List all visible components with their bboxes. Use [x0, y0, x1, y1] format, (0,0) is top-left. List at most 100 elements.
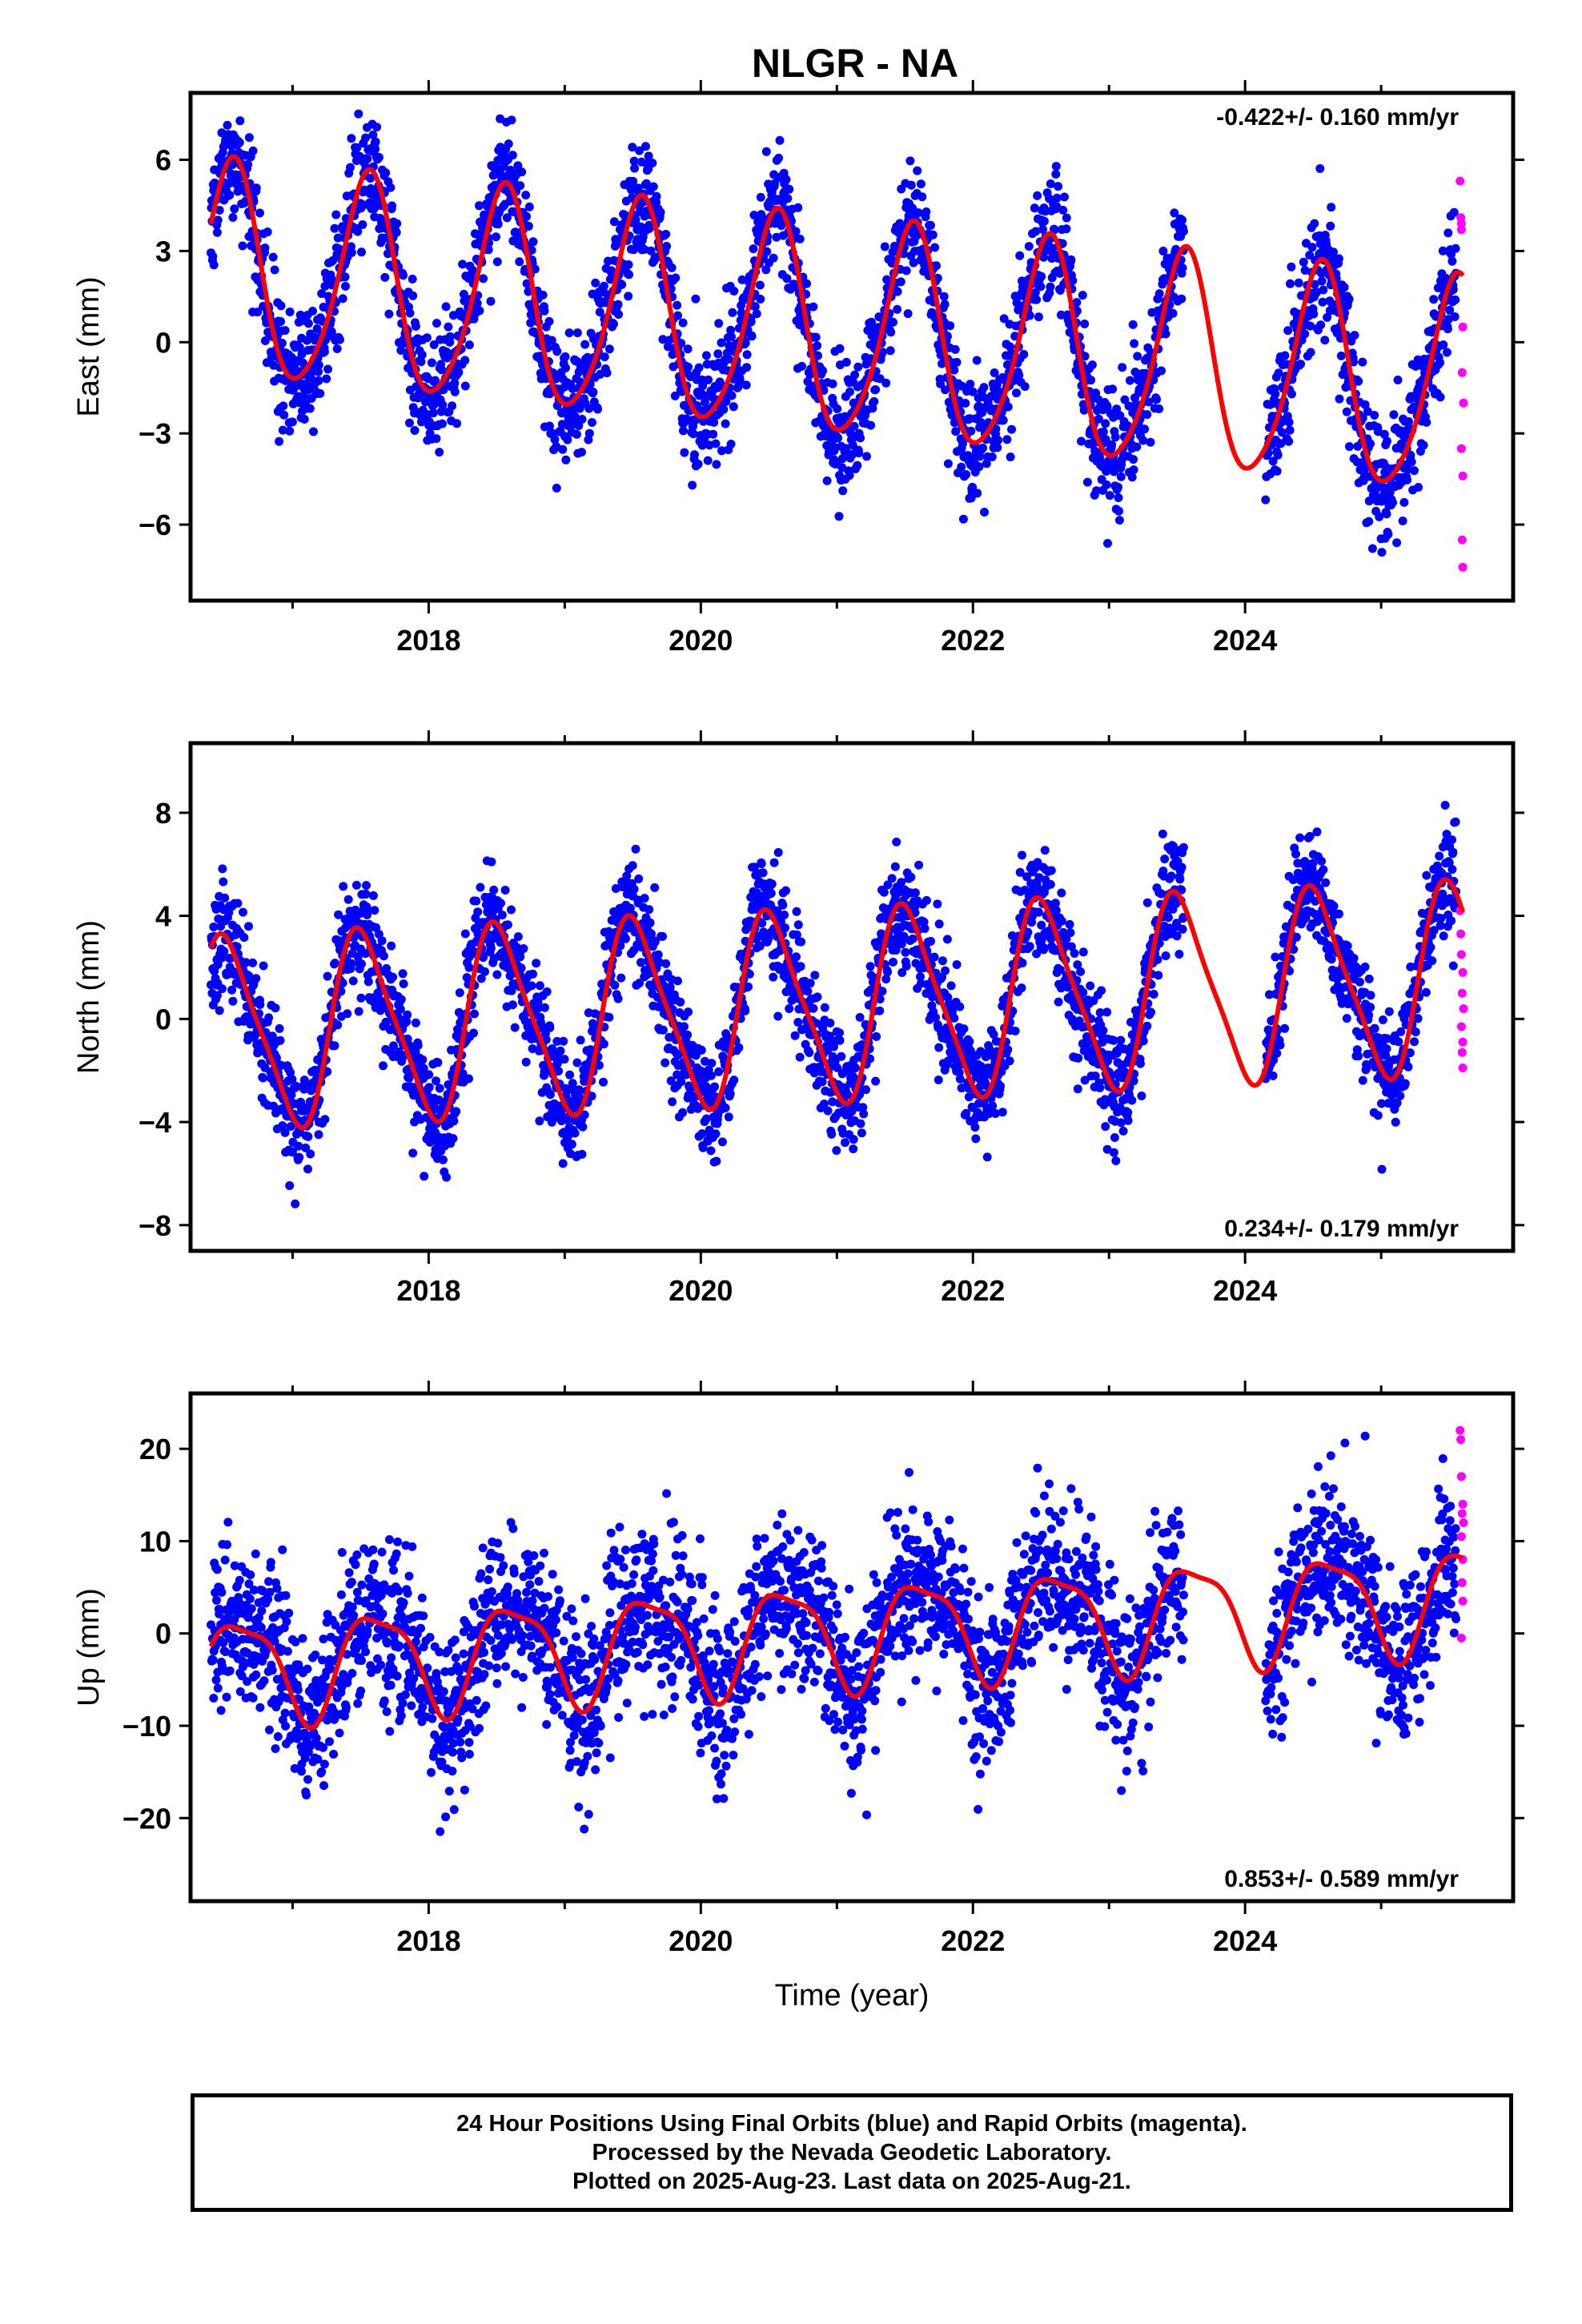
- final-orbit-point: [973, 489, 982, 498]
- final-orbit-point: [850, 370, 860, 380]
- final-orbit-point: [756, 295, 765, 304]
- final-orbit-point: [755, 280, 765, 290]
- final-orbit-point: [809, 302, 818, 312]
- final-orbit-point: [1367, 544, 1377, 553]
- final-orbit-point: [955, 1074, 965, 1084]
- final-orbit-point: [1399, 497, 1409, 507]
- final-orbit-point: [215, 1006, 224, 1015]
- final-orbit-point: [278, 425, 287, 435]
- final-orbit-point: [213, 215, 223, 225]
- final-orbit-point: [503, 920, 512, 930]
- final-orbit-point: [228, 213, 238, 222]
- final-orbit-point: [853, 460, 862, 470]
- final-orbit-point: [384, 309, 394, 319]
- final-orbit-point: [479, 274, 488, 283]
- final-orbit-point: [624, 260, 633, 269]
- final-orbit-point: [408, 291, 418, 300]
- final-orbit-point: [712, 460, 721, 469]
- final-orbit-point: [694, 363, 704, 372]
- final-orbit-point: [460, 929, 470, 939]
- final-orbit-point: [630, 163, 640, 173]
- final-orbit-point: [1116, 472, 1126, 481]
- final-orbit-point: [990, 368, 999, 377]
- final-orbit-point: [661, 230, 671, 239]
- final-orbit-point: [781, 923, 790, 933]
- final-orbit-point: [920, 924, 930, 933]
- final-orbit-point: [978, 443, 988, 452]
- final-orbit-point: [1006, 342, 1015, 352]
- final-orbit-point: [392, 219, 402, 228]
- final-orbit-point: [1377, 548, 1387, 557]
- final-orbit-point: [521, 191, 531, 200]
- final-orbit-point: [714, 1067, 724, 1076]
- final-orbit-point: [438, 400, 448, 410]
- final-orbit-point: [584, 404, 594, 413]
- final-orbit-point: [942, 935, 952, 944]
- final-orbit-point: [368, 131, 378, 139]
- final-orbit-point: [353, 227, 363, 236]
- final-orbit-point: [455, 988, 464, 998]
- final-orbit-point: [934, 919, 944, 929]
- rapid-orbit-point: [1456, 176, 1465, 186]
- final-orbit-point: [991, 424, 1001, 434]
- final-orbit-point: [711, 1129, 721, 1139]
- final-orbit-point: [489, 885, 499, 895]
- final-orbit-point: [817, 1077, 827, 1087]
- final-orbit-point: [460, 356, 470, 365]
- final-orbit-point: [883, 880, 893, 890]
- final-orbit-point: [355, 151, 364, 161]
- final-orbit-point: [244, 133, 254, 143]
- final-orbit-point: [320, 1115, 330, 1124]
- final-orbit-point: [291, 1199, 300, 1208]
- final-orbit-point: [1014, 371, 1024, 380]
- final-orbit-point: [424, 1070, 434, 1080]
- final-orbit-point: [735, 376, 745, 385]
- final-orbit-point: [976, 418, 986, 428]
- final-orbit-point: [1360, 400, 1370, 409]
- final-orbit-point: [208, 251, 218, 261]
- final-orbit-point: [381, 168, 391, 178]
- final-orbit-point: [896, 277, 905, 287]
- final-orbit-point: [957, 462, 966, 472]
- final-orbit-point: [901, 961, 911, 971]
- final-orbit-point: [315, 388, 325, 398]
- final-orbit-point: [998, 416, 1008, 425]
- final-orbit-point: [286, 1122, 295, 1132]
- rapid-orbit-point: [1456, 444, 1466, 453]
- final-orbit-point: [1354, 376, 1363, 386]
- final-orbit-point: [464, 963, 474, 972]
- final-orbit-point: [233, 899, 243, 908]
- final-orbit-point: [673, 300, 682, 310]
- final-orbit-point: [476, 974, 486, 983]
- final-orbit-point: [1138, 436, 1148, 445]
- final-orbit-point: [1315, 164, 1325, 173]
- final-orbit-point: [1284, 436, 1294, 446]
- rapid-orbit-point: [1456, 225, 1466, 235]
- final-orbit-point: [570, 412, 580, 421]
- final-orbit-point: [459, 289, 468, 299]
- final-orbit-point: [1034, 312, 1043, 322]
- final-orbit-point: [689, 429, 698, 439]
- final-orbit-point: [1129, 465, 1138, 475]
- final-orbit-point: [1280, 351, 1290, 360]
- final-orbit-point: [757, 859, 766, 869]
- final-orbit-point: [382, 963, 391, 973]
- final-orbit-point: [782, 274, 792, 283]
- final-orbit-point: [968, 387, 978, 396]
- final-orbit-point: [319, 347, 329, 356]
- final-orbit-point: [1375, 512, 1384, 521]
- final-orbit-point: [908, 934, 917, 943]
- final-orbit-point: [578, 1122, 588, 1132]
- final-orbit-point: [336, 987, 346, 996]
- final-orbit-point: [1312, 287, 1322, 297]
- final-orbit-point: [628, 143, 637, 152]
- final-orbit-point: [916, 972, 925, 982]
- final-orbit-point: [679, 426, 688, 436]
- final-orbit-point: [1319, 285, 1328, 295]
- final-orbit-point: [320, 282, 330, 291]
- final-orbit-point: [972, 356, 982, 365]
- plot-frame: [188, 90, 1516, 603]
- final-orbit-point: [665, 983, 675, 992]
- final-orbit-point: [580, 1110, 589, 1120]
